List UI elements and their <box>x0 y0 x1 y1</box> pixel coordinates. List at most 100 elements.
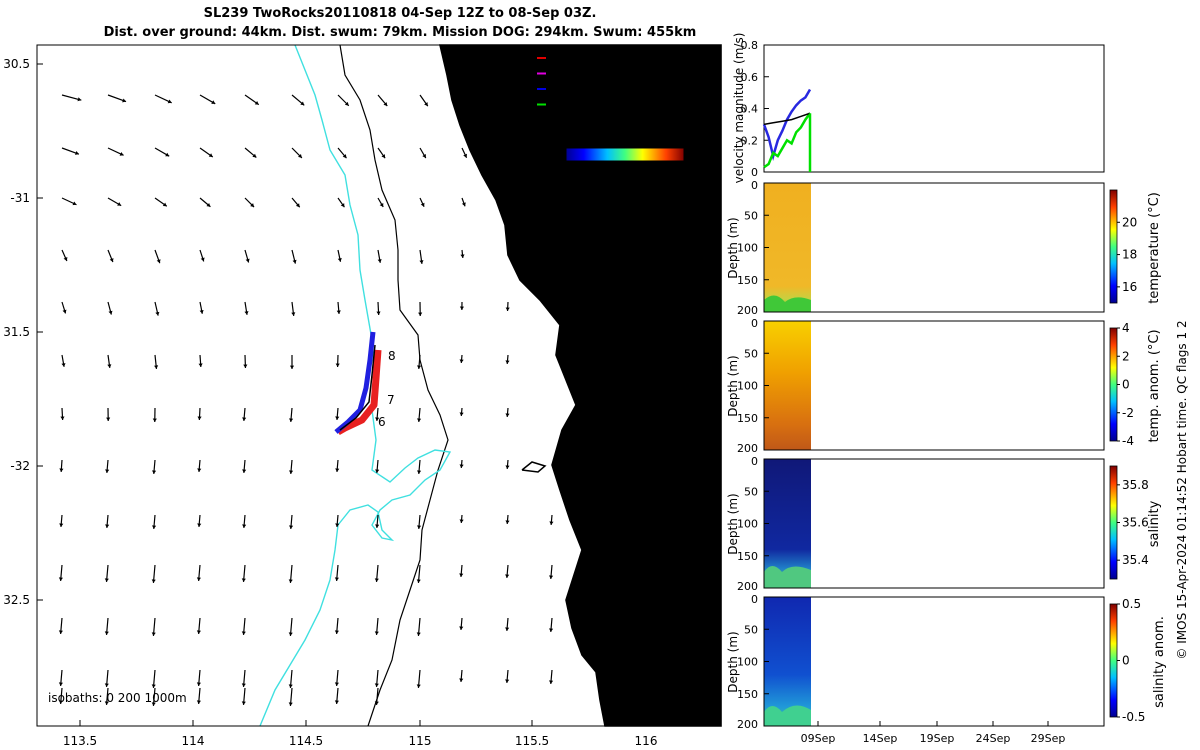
velocity-vector-head <box>198 363 203 367</box>
velocity-vector-head <box>206 202 211 207</box>
velocity-vector-head <box>375 469 380 473</box>
velocity-vector-head <box>334 630 339 634</box>
colorbar-tick-label: -4 <box>1122 434 1134 448</box>
velocity-vector-head <box>460 254 465 258</box>
velocity-vector-head <box>374 701 379 705</box>
temp-anomaly-axes <box>763 320 1105 451</box>
depth-tick-label: 200 <box>737 442 758 455</box>
velocity-vector-head <box>374 578 379 582</box>
velocity-vector-head <box>77 97 82 102</box>
depth-tick-label: 200 <box>737 580 758 593</box>
colorbar-tick-label: 4 <box>1122 321 1130 335</box>
velocity-vector-head <box>549 680 554 684</box>
depth-tick-label: 100 <box>737 380 758 393</box>
temp-anomaly-panel: Depth (m) temp. anom. (°C) <box>726 320 1162 451</box>
depth-tick-label: 100 <box>737 242 758 255</box>
colorbar-tick-label: 35.8 <box>1122 478 1149 492</box>
lon-tick-label: 115 <box>409 734 432 748</box>
velocity-vector-head <box>383 102 388 107</box>
velocity-vector-head <box>245 258 250 263</box>
day-label-8: 8 <box>388 349 396 363</box>
velocity-vector-head <box>417 470 422 474</box>
day-label-6: 6 <box>378 415 386 429</box>
velocity-axes <box>763 44 1105 173</box>
velocity-vector-head <box>416 632 421 636</box>
velocity-vector-head <box>109 258 114 263</box>
salinity-anomaly-panel: Depth (m) salinity anom. <box>726 596 1167 727</box>
velocity-vector-head <box>151 684 156 688</box>
velocity-vector-head <box>254 100 259 105</box>
velocity-vector-head <box>463 153 467 158</box>
velocity-vector-head <box>337 257 342 262</box>
salinity-colorbar <box>1109 465 1118 580</box>
depth-tick-label: 150 <box>737 412 758 425</box>
velocity-vector-head <box>63 256 68 261</box>
chart-title-line1: SL239 TwoRocks20110818 04-Sep 12Z to 08-… <box>203 6 597 21</box>
velocity-vector-head <box>211 100 216 104</box>
land-area <box>438 44 722 727</box>
velocity-series-line <box>762 88 812 161</box>
velocity-vector-head <box>242 469 247 473</box>
lat-tick-label: -32 <box>10 459 30 473</box>
velocity-vector-head <box>459 306 464 310</box>
colorbar-tick-label: 0.5 <box>1122 597 1141 611</box>
depth-tick-label: 0 <box>751 317 758 330</box>
colorbar-tick-label: -0.5 <box>1122 710 1145 724</box>
velocity-vector-head <box>549 521 554 525</box>
velocity-vector-head <box>459 412 464 416</box>
velocity-vector-head <box>241 683 246 687</box>
velocity-vector-head <box>200 257 205 262</box>
day-label-7: 7 <box>387 393 395 407</box>
velocity-vector-head <box>58 700 63 704</box>
velocity-vector-head <box>241 701 246 705</box>
velocity-vector-head <box>242 524 247 528</box>
salinity-anomaly-bottom-layer <box>764 705 811 726</box>
latitude-ticks: 30.5 -31 31.5 -32 32.5 <box>3 57 43 607</box>
velocity-ytick-label: 0.8 <box>741 39 759 52</box>
velocity-vector-head <box>165 152 170 157</box>
longitude-ticks: 113.5 114 114.5 115 115.5 116 <box>63 720 657 748</box>
velocity-vector-head <box>151 632 156 636</box>
salinity-anomaly-ylabel: Depth (m) <box>726 631 740 692</box>
velocity-vector-head <box>288 632 293 636</box>
velocity-vector-head <box>196 682 201 686</box>
colorbar-tick-label: 18 <box>1122 248 1137 262</box>
velocity-vector-head <box>155 311 160 316</box>
velocity-vector-head <box>381 154 386 159</box>
velocity-vector-head <box>342 154 347 159</box>
velocity-vector-head <box>424 102 428 107</box>
velocity-vector-head <box>72 201 77 206</box>
velocity-vector-head <box>375 417 380 421</box>
velocity-vector-head <box>289 470 294 474</box>
velocity-vector-head <box>505 465 510 469</box>
footer-credit: © IMOS 15-Apr-2024 01:14:52 Hobart time.… <box>1175 320 1189 659</box>
velocity-vector-head <box>243 364 248 368</box>
lat-tick-label: -31 <box>10 191 30 205</box>
velocity-vector-head <box>376 311 381 315</box>
velocity-vector-head <box>375 524 380 528</box>
velocity-vector-head <box>151 702 156 706</box>
salinity-anomaly-colorbar <box>1109 603 1118 718</box>
isobath-0m <box>521 453 622 479</box>
velocity-vector-head <box>196 630 201 634</box>
velocity-vector-head <box>197 468 202 472</box>
velocity-vector-head <box>505 679 510 683</box>
velocity-vector-head <box>106 417 111 421</box>
dive-avg-track <box>334 331 376 434</box>
velocity-vector-head <box>459 359 464 363</box>
velocity-vector-head <box>420 202 425 207</box>
velocity-vector-head <box>58 577 63 581</box>
depth-tick-label: 50 <box>744 209 758 222</box>
speed-colorbar <box>565 147 685 162</box>
depth-tick-label: 0 <box>751 455 758 468</box>
velocity-vector-head <box>244 311 249 315</box>
cbar-tick-1: 0.2 <box>609 169 628 183</box>
velocity-vector-head <box>374 683 379 687</box>
date-tick-label: 24Sep <box>976 732 1011 745</box>
temp-anomaly-section <box>764 321 811 450</box>
velocity-vector-head <box>291 312 296 316</box>
velocity-vector-head <box>151 579 156 583</box>
legend-entry: 25cm/s swim vector <box>552 51 673 65</box>
legend-entry: sfc geo. vel. 04-Oct-2011 <box>552 113 704 127</box>
lat-tick-label: 30.5 <box>3 57 30 71</box>
